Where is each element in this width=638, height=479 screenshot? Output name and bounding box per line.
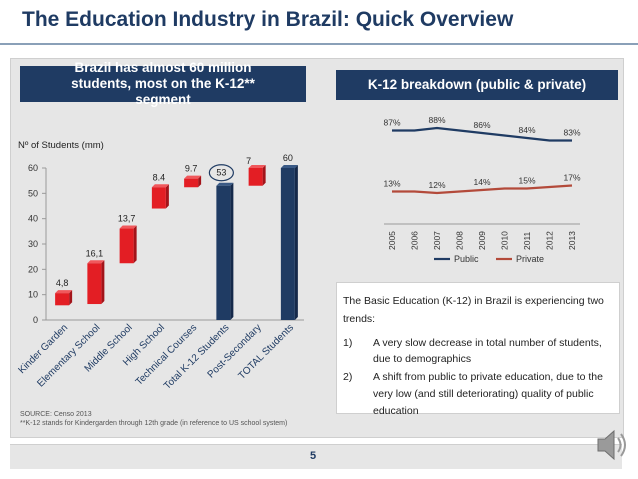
waterfall-bar-top <box>151 184 169 188</box>
legend-entry: Private <box>516 254 544 264</box>
line-data-label: 13% <box>383 179 400 189</box>
waterfall-y-tick-label: 40 <box>28 214 38 224</box>
waterfall-data-label: 9.7 <box>185 164 198 174</box>
waterfall-y-tick-label: 0 <box>33 315 38 325</box>
waterfall-bar-side <box>230 182 234 320</box>
waterfall-data-label: 60 <box>283 153 293 163</box>
waterfall-bar-side <box>165 184 169 209</box>
waterfall-bar-side <box>198 175 202 188</box>
right-banner: K-12 breakdown (public & private) <box>336 70 618 100</box>
waterfall-y-tick-label: 10 <box>28 290 38 300</box>
waterfall-bar <box>151 187 166 209</box>
waterfall-bar <box>55 293 70 306</box>
line-x-tick-label: 2007 <box>432 231 442 250</box>
line-data-label: 84% <box>518 125 535 135</box>
waterfall-bar-side <box>262 165 266 186</box>
line-series-private <box>392 184 573 195</box>
slide-title: The Education Industry in Brazil: Quick … <box>22 8 514 31</box>
waterfall-y-tick-label: 60 <box>28 163 38 173</box>
trends-intro: The Basic Education (K-12) in Brazil is … <box>343 295 604 325</box>
left-banner-text: Brazil has almost 60 million students, m… <box>71 60 255 107</box>
line-x-tick-label: 2009 <box>477 231 487 250</box>
waterfall-y-tick-label: 20 <box>28 264 38 274</box>
waterfall-bar-top <box>55 290 73 294</box>
waterfall-bar <box>119 228 134 264</box>
line-x-tick-label: 2011 <box>522 231 532 250</box>
trend-number: 2) <box>343 371 353 383</box>
waterfall-ylabel: Nº of Students (mm) <box>18 140 104 151</box>
line-data-label: 86% <box>473 120 490 130</box>
waterfall-bar-side <box>69 290 73 306</box>
waterfall-y-tick-label: 50 <box>28 188 38 198</box>
waterfall-bar <box>87 263 102 305</box>
line-x-tick-label: 2012 <box>545 231 555 250</box>
line-data-label: 88% <box>428 115 445 125</box>
line-data-label: 15% <box>518 176 535 186</box>
waterfall-category-label: TOTAL Students <box>236 322 296 382</box>
trend-number: 1) <box>343 337 353 349</box>
waterfall-bar-side <box>294 165 298 320</box>
waterfall-bar <box>184 178 199 188</box>
waterfall-bar-top <box>248 165 266 168</box>
k12-line-chart: 87% 88% 86% 84% 83% 13% 12% 14% 15% 17% 2005 2006 2… <box>383 115 580 264</box>
waterfall-bar <box>280 168 295 320</box>
line-data-label: 17% <box>563 173 580 183</box>
waterfall-y-tick-label: 30 <box>28 239 38 249</box>
trends-text-box: The Basic Education (K-12) in Brazil is … <box>336 282 620 417</box>
line-x-tick-label: 2013 <box>567 231 577 250</box>
highlight-circle <box>208 164 234 182</box>
line-data-label: 14% <box>473 177 490 187</box>
waterfall-category-label: Technical Courses <box>134 322 200 388</box>
line-x-tick-label: 2010 <box>500 231 510 250</box>
footer-bar <box>10 444 622 469</box>
title-divider <box>0 43 638 45</box>
waterfall-bar <box>216 185 231 320</box>
line-data-label: 12% <box>428 180 445 190</box>
waterfall-data-label: 7 <box>246 156 251 166</box>
waterfall-data-label: 53 <box>216 168 226 178</box>
trend-text: A very slow decrease in total number of … <box>373 337 602 365</box>
line-data-label: 83% <box>563 128 580 138</box>
legend-entry: Public <box>454 254 479 264</box>
line-series-public <box>392 126 572 142</box>
waterfall-bar <box>248 168 263 186</box>
waterfall-bar-side <box>133 225 137 264</box>
waterfall-bar-top <box>119 225 137 229</box>
waterfall-data-label: 13,7 <box>118 214 136 224</box>
page-number: 5 <box>310 450 317 462</box>
line-x-tick-label: 2008 <box>455 231 465 250</box>
waterfall-data-label: 16,1 <box>86 248 104 258</box>
waterfall-data-label: 4,8 <box>56 278 69 288</box>
left-banner: Brazil has almost 60 million students, m… <box>20 60 306 107</box>
waterfall-data-label: 8.4 <box>153 172 166 182</box>
trend-text: A shift from public to private education… <box>373 371 603 417</box>
footnote: **K-12 stands for Kindergarden through 1… <box>20 420 288 427</box>
waterfall-bar-side <box>101 260 105 305</box>
waterfall-bar-top <box>184 175 202 179</box>
speaker-icon[interactable] <box>596 425 630 465</box>
waterfall-bar-top <box>280 165 298 168</box>
waterfall-chart: Nº of Students (mm) 0 10 20 30 40 50 60 4,8 16,… <box>16 140 304 392</box>
waterfall-bar-top <box>216 182 234 186</box>
line-data-label: 87% <box>383 118 400 128</box>
source-note: SOURCE: Censo 2013 <box>20 411 92 418</box>
line-x-tick-label: 2006 <box>410 231 420 250</box>
waterfall-bar-top <box>87 260 105 264</box>
line-x-tick-label: 2005 <box>387 231 397 250</box>
right-banner-text: K-12 breakdown (public & private) <box>367 77 587 92</box>
